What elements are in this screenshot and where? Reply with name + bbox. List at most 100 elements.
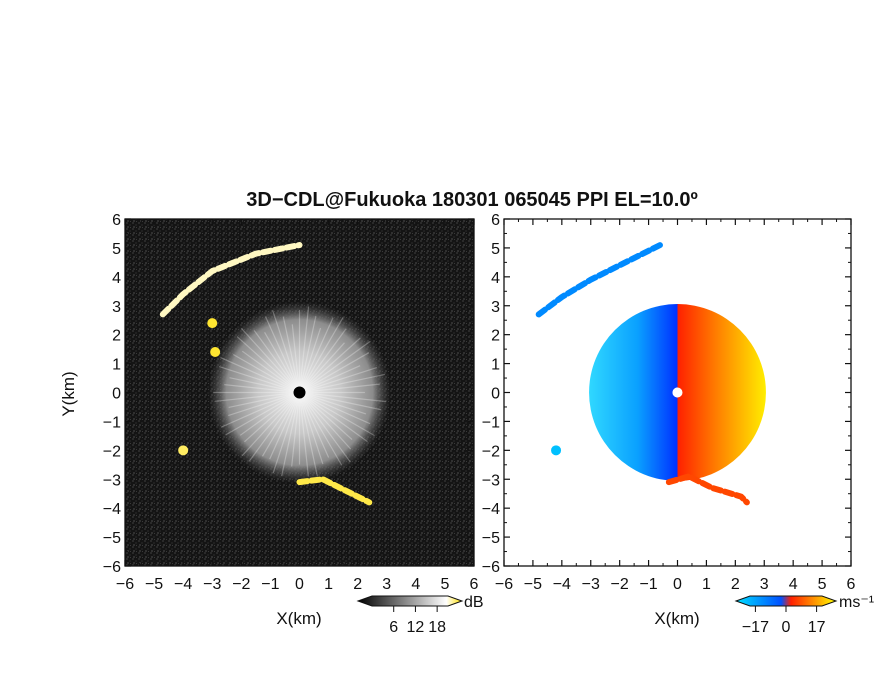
echo-ray [241, 328, 300, 393]
velocity-x-tick-label: −3 [582, 576, 600, 593]
echo-ray [228, 391, 300, 417]
velocity-y-tick-label: −6 [482, 559, 500, 576]
velocity-x-axis-label: X(km) [654, 609, 699, 628]
reflectivity-x-tick-label: 1 [324, 576, 333, 593]
velocity-y-tick-label: −4 [482, 501, 500, 518]
velocity-colorbar-tick-label: 17 [808, 619, 826, 636]
velocity-colorbar-tick-label: −17 [742, 619, 769, 636]
echo-ray [298, 392, 343, 466]
echo-ray [253, 330, 300, 393]
reflectivity-y-tick-label: 3 [112, 299, 121, 316]
velocity-colorbar-unit: ms⁻¹ [839, 594, 874, 611]
velocity-y-tick-label: 5 [491, 241, 500, 258]
echo-ray [299, 391, 375, 437]
reflectivity-x-tick-label: 0 [295, 576, 304, 593]
velocity-x-tick-label: 4 [789, 576, 798, 593]
reflectivity-x-tick-label: 4 [411, 576, 420, 593]
reflectivity-colorbar-ticks: 6 12 18 [389, 606, 446, 636]
echo-ray [299, 341, 371, 393]
echo-arc [665, 473, 750, 506]
echo-ray [299, 352, 370, 394]
echo-ray [264, 316, 301, 393]
velocity-y-tick-label: 0 [491, 386, 500, 403]
reflectivity-colorbar-unit: dB [464, 594, 484, 611]
echo-ray [232, 353, 300, 394]
reflectivity-y-tick-label: 1 [112, 357, 121, 374]
echo-ray [299, 391, 367, 415]
velocity-colorbar: ms⁻¹ −17 0 17 [734, 594, 874, 636]
echo-blob [551, 445, 562, 456]
reflectivity-x-tick-label: −1 [261, 576, 279, 593]
echo-ray [282, 316, 301, 393]
reflectivity-y-tick-label: 2 [112, 328, 121, 345]
reflectivity-colorbar: dB 6 12 18 [356, 594, 484, 636]
reflectivity-y-tick-label: 0 [112, 386, 121, 403]
velocity-colorbar-tick-label: 0 [782, 619, 791, 636]
reflectivity-x-axis-label: X(km) [276, 609, 321, 628]
velocity-y-tick-label: −2 [482, 443, 500, 460]
velocity-x-tick-label: −5 [524, 576, 542, 593]
echo-ray [269, 392, 301, 460]
echo-ray [299, 392, 368, 443]
reflectivity-features [159, 242, 392, 506]
echo-ray [299, 392, 353, 441]
echo-ray [299, 328, 347, 393]
echo-blob [210, 347, 221, 358]
echo-blob [207, 318, 218, 329]
reflectivity-colorbar-bar [356, 595, 464, 607]
echo-ray [272, 310, 301, 393]
echo-ray [241, 392, 300, 457]
echo-ray [298, 392, 319, 477]
velocity-features [535, 242, 766, 506]
reflectivity-panel: −6 −5 −4 −3 −2 −1 0 1 2 3 4 5 6 −6 −5 −4 −3 −2 −1 0 1 2 3 4 5 6 X… [59, 212, 479, 628]
echo-ray [225, 391, 300, 436]
reflectivity-x-tick-label: −3 [203, 576, 221, 593]
velocity-y-tick-label: 2 [491, 328, 500, 345]
receding-velocity-region [677, 304, 766, 481]
echo-ray [291, 392, 301, 467]
velocity-ticks: −6 −5 −4 −3 −2 −1 0 1 2 3 4 5 6 −6 −5 −4 −3 −2 −1 0 1 2 3 4 5 6 [482, 212, 856, 593]
velocity-y-tick-label: 1 [491, 357, 500, 374]
echo-ray [264, 332, 301, 393]
velocity-x-tick-label: 6 [847, 576, 856, 593]
reflectivity-y-tick-label: −3 [103, 472, 121, 489]
echo-ray [298, 327, 322, 393]
radar-site [293, 386, 306, 399]
echo-arc [535, 242, 664, 318]
echo-ray [291, 324, 301, 393]
echo-ray [299, 383, 380, 394]
reflectivity-x-tick-label: 3 [382, 576, 391, 593]
velocity-y-tick-label: 3 [491, 299, 500, 316]
velocity-y-tick-label: 4 [491, 270, 500, 287]
reflectivity-x-tick-label: −4 [174, 576, 192, 593]
echo-ray [224, 384, 300, 394]
echo-ray [299, 391, 386, 403]
echo-ray [241, 350, 300, 393]
reflectivity-x-tick-label: −6 [116, 576, 134, 593]
echo-ray [220, 356, 300, 394]
velocity-panel: −6 −5 −4 −3 −2 −1 0 1 2 3 4 5 6 −6 −5 −4 −3 −2 −1 0 1 2 3 4 5 6 X… [482, 212, 856, 628]
velocity-y-tick-label: 6 [491, 212, 500, 229]
echo-ray [299, 392, 351, 463]
reflectivity-y-tick-label: −1 [103, 414, 121, 431]
echo-ray [236, 336, 300, 393]
reflectivity-y-tick-label: −4 [103, 501, 121, 518]
echo-ray [299, 366, 378, 394]
reflectivity-colorbar-tick-label: 18 [428, 619, 446, 636]
velocity-y-tick-label: −1 [482, 414, 500, 431]
echo-ray [298, 315, 317, 393]
echo-ray [298, 306, 310, 393]
reflectivity-y-tick-label: −6 [103, 559, 121, 576]
echo-ray [298, 317, 334, 393]
echo-ray [218, 365, 300, 394]
chart-title: 3D−CDL@Fukuoka 180301 065045 PPI EL=10.0… [246, 189, 698, 211]
echo-ray [215, 391, 300, 402]
echo-ray [299, 373, 385, 394]
velocity-x-tick-label: −6 [495, 576, 513, 593]
reflectivity-colorbar-tick-label: 6 [389, 619, 398, 636]
echo-ray [244, 392, 300, 443]
echo-ray [299, 337, 361, 393]
echo-ray [299, 391, 382, 411]
reflectivity-ticks: −6 −5 −4 −3 −2 −1 0 1 2 3 4 5 6 −6 −5 −4 −3 −2 −1 0 1 2 3 4 5 6 [103, 212, 479, 593]
